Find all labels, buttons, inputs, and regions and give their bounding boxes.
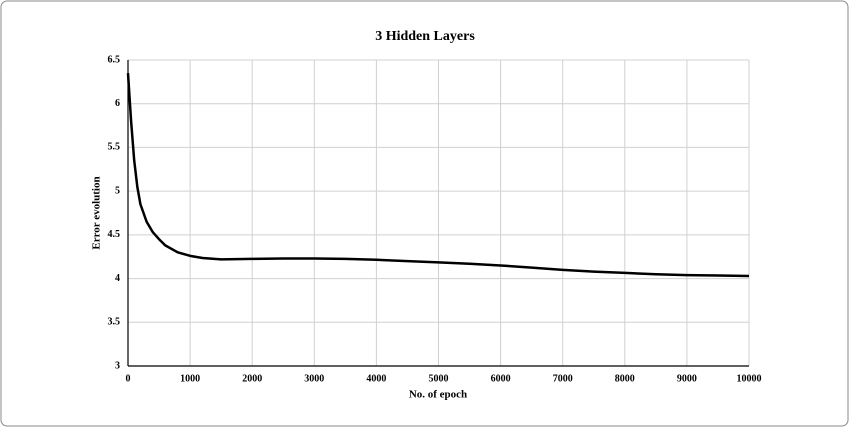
x-tick-label: 8000: [615, 373, 635, 384]
x-tick-label: 10000: [737, 373, 762, 384]
x-tick-label: 0: [126, 373, 131, 384]
y-axis-label: Error evolution: [91, 176, 103, 249]
y-tick-label: 5: [115, 185, 120, 196]
x-tick-label: 7000: [553, 373, 573, 384]
y-tick-label: 6: [115, 98, 120, 109]
y-tick-label: 3: [115, 360, 120, 371]
x-tick-label: 6000: [491, 373, 511, 384]
y-tick-label: 4.5: [108, 229, 121, 240]
x-tick-label: 2000: [242, 373, 262, 384]
y-tick-label: 6.5: [108, 54, 121, 65]
x-tick-label: 5000: [429, 373, 449, 384]
x-tick-label: 9000: [677, 373, 697, 384]
y-tick-label: 3.5: [108, 317, 121, 328]
x-tick-label: 3000: [304, 373, 324, 384]
x-tick-label: 1000: [180, 373, 200, 384]
chart-title: 3 Hidden Layers: [375, 29, 475, 44]
x-axis-label: No. of epoch: [409, 389, 467, 401]
y-tick-label: 4: [115, 273, 120, 284]
y-tick-label: 5.5: [108, 142, 121, 153]
data-line: [126, 73, 750, 278]
x-tick-label: 4000: [366, 373, 386, 384]
